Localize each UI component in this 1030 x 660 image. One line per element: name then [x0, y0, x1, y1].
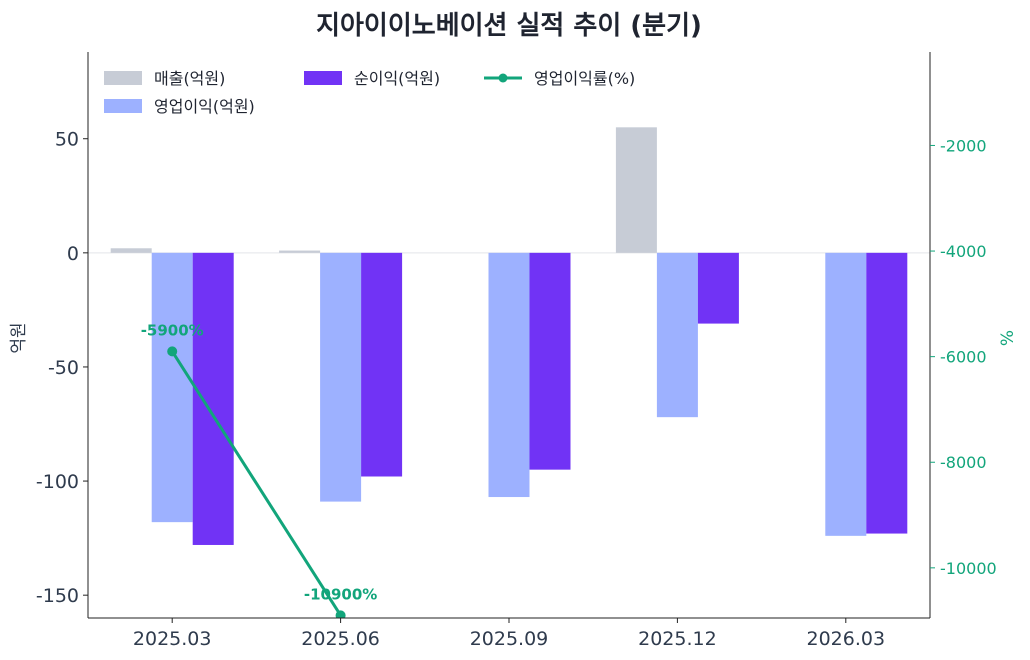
x-tick-label: 2025.06: [301, 628, 380, 650]
margin-point-0: [167, 346, 178, 357]
axes: 50 0 -50 -100 -150 -2000 -4000 -6000 -8000 -10000…: [36, 52, 997, 650]
legend-label-1: 영업이익(억원): [154, 97, 255, 116]
bar-0-2025.12: [615, 127, 657, 253]
bar-2-2025.09: [529, 252, 571, 470]
bar-1-2026.03: [825, 252, 867, 536]
legend-swatch-2: [304, 71, 342, 85]
chart-title: 지아이이노베이션 실적 추이 (분기): [316, 11, 702, 41]
legend-swatch-0: [104, 71, 142, 85]
bar-0-2025.03: [110, 248, 152, 253]
margin-point-1: [335, 610, 346, 618]
operating-margin-line: [167, 42, 682, 618]
y2-axis-label: %: [998, 330, 1018, 346]
legend-label-3: 영업이익률(%): [534, 69, 635, 88]
right-tick-label: -6000: [940, 348, 987, 367]
left-tick-label: 0: [67, 243, 79, 265]
y-axis-label: 억원: [9, 322, 29, 353]
right-tick-label: -2000: [940, 136, 987, 155]
line-layer: [167, 42, 682, 618]
legend-line-marker: [498, 73, 508, 83]
legend-label-2: 순이익(억원): [354, 69, 440, 88]
bar-2-2025.12: [697, 252, 739, 324]
x-tick-label: 2026.03: [807, 628, 886, 650]
margin-data-label: -5900%: [141, 321, 204, 339]
right-tick-label: -10000: [940, 559, 997, 578]
bar-1-2025.09: [488, 252, 530, 498]
margin-data-label: -10900%: [304, 585, 377, 603]
x-tick-label: 2025.12: [638, 628, 717, 650]
margin-point-2: [672, 42, 682, 52]
right-tick-label: -4000: [940, 242, 987, 261]
bar-1-2025.03: [151, 252, 193, 523]
legend-label-0: 매출(억원): [154, 69, 225, 88]
bar-1-2025.12: [656, 252, 698, 418]
bar-2-2025.06: [361, 252, 403, 477]
left-tick-label: 50: [55, 129, 79, 151]
legend-swatch-1: [104, 99, 142, 113]
x-tick-label: 2025.03: [133, 628, 212, 650]
bar-0-2025.06: [279, 250, 321, 253]
legend: 매출(억원) 순이익(억원) 영업이익률(%) 영업이익(억원): [104, 69, 635, 116]
bars: [110, 127, 908, 545]
x-tick-label: 2025.09: [470, 628, 549, 650]
left-tick-label: -100: [36, 471, 79, 493]
data-labels: -5900% -10900%: [141, 321, 378, 603]
bar-2-2026.03: [866, 252, 908, 534]
left-tick-label: -150: [36, 585, 79, 607]
left-tick-label: -50: [48, 357, 79, 379]
margin-line-segment: [170, 350, 342, 617]
right-tick-label: -8000: [940, 453, 987, 472]
bar-1-2025.06: [320, 252, 362, 502]
bar-2-2025.03: [192, 252, 234, 545]
